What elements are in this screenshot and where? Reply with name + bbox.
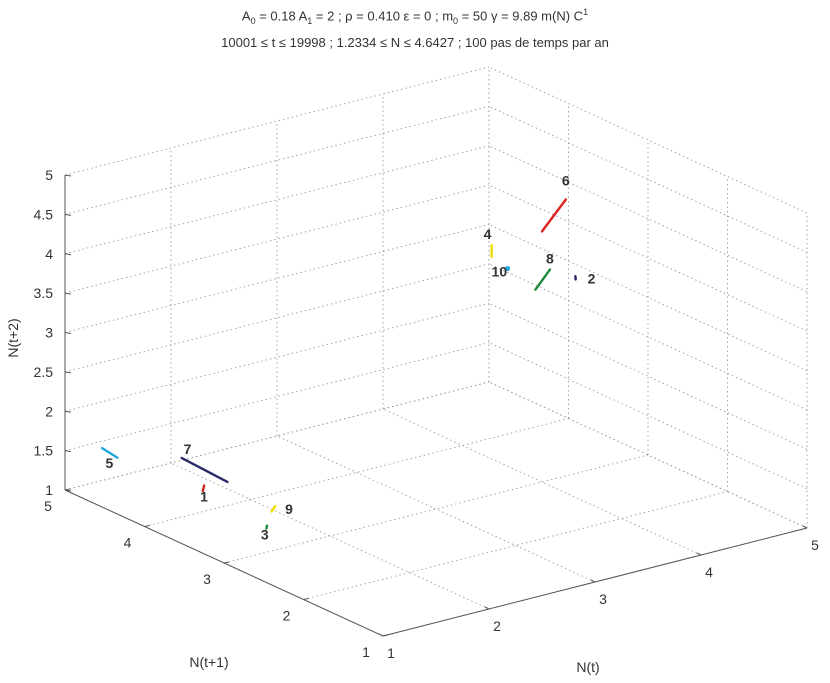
y-tick-label: 4 bbox=[124, 535, 132, 551]
data-segment-5 bbox=[100, 446, 119, 459]
y-tick-mark bbox=[223, 561, 230, 564]
back-wall-grid-line bbox=[64, 105, 490, 215]
back-wall-grid-line bbox=[64, 302, 490, 412]
side-wall-grid-line bbox=[488, 66, 808, 214]
x-axis-label: N(t) bbox=[576, 659, 599, 675]
x-tick-label: 1 bbox=[387, 645, 395, 661]
segment-label-1: 1 bbox=[200, 489, 208, 505]
z-tick-label: 4.5 bbox=[34, 206, 54, 222]
z-tick-label: 2.5 bbox=[34, 364, 54, 380]
x-tick-mark bbox=[590, 579, 596, 583]
y-tick-mark bbox=[382, 634, 389, 637]
segment-label-4: 4 bbox=[484, 226, 492, 242]
data-segment-1 bbox=[201, 484, 206, 493]
x-tick-mark bbox=[696, 552, 702, 556]
x-tick-mark bbox=[484, 606, 490, 610]
z-tick-mark bbox=[64, 174, 72, 177]
segment-label-10: 10 bbox=[492, 264, 508, 280]
segment-label-6: 6 bbox=[562, 172, 570, 188]
z-tick-mark bbox=[64, 410, 72, 413]
back-wall-grid-line bbox=[64, 145, 490, 255]
axes bbox=[64, 174, 808, 637]
z-tick-label: 3 bbox=[45, 325, 53, 341]
floor-grid-line bbox=[223, 454, 649, 564]
x-tick-label: 5 bbox=[811, 537, 819, 553]
z-tick-mark bbox=[64, 332, 72, 334]
y-tick-label: 5 bbox=[44, 498, 52, 514]
segment-label-2: 2 bbox=[588, 270, 596, 286]
z-tick-mark bbox=[64, 489, 72, 492]
floor-grid-line bbox=[382, 408, 702, 556]
z-tick-label: 2 bbox=[45, 403, 53, 419]
x-tick-mark bbox=[378, 633, 384, 637]
z-tick-mark bbox=[64, 450, 72, 453]
x-tick-label: 3 bbox=[599, 591, 607, 607]
z-tick-label: 4 bbox=[45, 246, 53, 262]
z-tick-mark bbox=[64, 371, 72, 374]
chart-title: A0 = 0.18 A1 = 2 ; ρ = 0.410 ε = 0 ; m0 … bbox=[0, 2, 830, 53]
segment-labels: 1 2 3 4 5 6 7 8 9 10 bbox=[105, 172, 595, 542]
title-line-2: 10001 ≤ t ≤ 19998 ; 1.2334 ≤ N ≤ 4.6427 … bbox=[221, 34, 609, 50]
y-tick-mark bbox=[144, 525, 150, 527]
z-tick-label: 3.5 bbox=[34, 285, 54, 301]
floor-grid-line bbox=[144, 418, 569, 527]
data-segments bbox=[100, 198, 577, 530]
x-tick-mark bbox=[802, 525, 808, 529]
back-wall-grid-line bbox=[64, 263, 490, 373]
back-wall-grid-line bbox=[64, 184, 490, 294]
data-segment-10 bbox=[505, 266, 511, 272]
data-segment-9 bbox=[270, 504, 277, 513]
back-wall-grid-line bbox=[64, 224, 490, 333]
back-wall-grid-line bbox=[64, 342, 490, 452]
title-line-1: A0 = 0.18 A1 = 2 ; ρ = 0.410 ε = 0 ; m0 … bbox=[241, 7, 589, 26]
segment-label-7: 7 bbox=[184, 441, 192, 457]
data-segment-7 bbox=[180, 456, 229, 484]
back-wall-grid-line bbox=[64, 66, 490, 176]
x-tick-label: 4 bbox=[705, 564, 713, 580]
z-tick-label: 5 bbox=[45, 167, 53, 183]
floor-grid-line bbox=[276, 435, 596, 583]
y-tick-label: 3 bbox=[203, 571, 211, 587]
z-tick-label: 1 bbox=[45, 482, 53, 498]
y-tick-mark bbox=[303, 598, 309, 600]
segment-label-5: 5 bbox=[105, 455, 113, 471]
y-tick-label: 2 bbox=[283, 608, 291, 624]
segment-label-9: 9 bbox=[285, 501, 293, 517]
z-tick-label: 1.5 bbox=[34, 443, 54, 459]
data-segment-6 bbox=[540, 198, 568, 233]
z-tick-mark bbox=[64, 253, 72, 256]
segment-label-8: 8 bbox=[546, 251, 554, 267]
y-tick-label: 1 bbox=[362, 644, 370, 660]
data-segment-8 bbox=[534, 268, 552, 291]
z-axis-label: N(t+2) bbox=[5, 318, 21, 357]
x-tick-label: 2 bbox=[493, 618, 501, 634]
segment-label-3: 3 bbox=[261, 527, 269, 543]
grid-lines bbox=[64, 66, 808, 637]
y-axis-label: N(t+1) bbox=[189, 654, 228, 670]
z-tick-mark bbox=[64, 292, 72, 295]
floor-grid-line bbox=[303, 491, 728, 600]
data-segment-3 bbox=[265, 524, 269, 530]
back-wall-grid-line bbox=[64, 381, 490, 491]
z-tick-mark bbox=[64, 213, 72, 216]
